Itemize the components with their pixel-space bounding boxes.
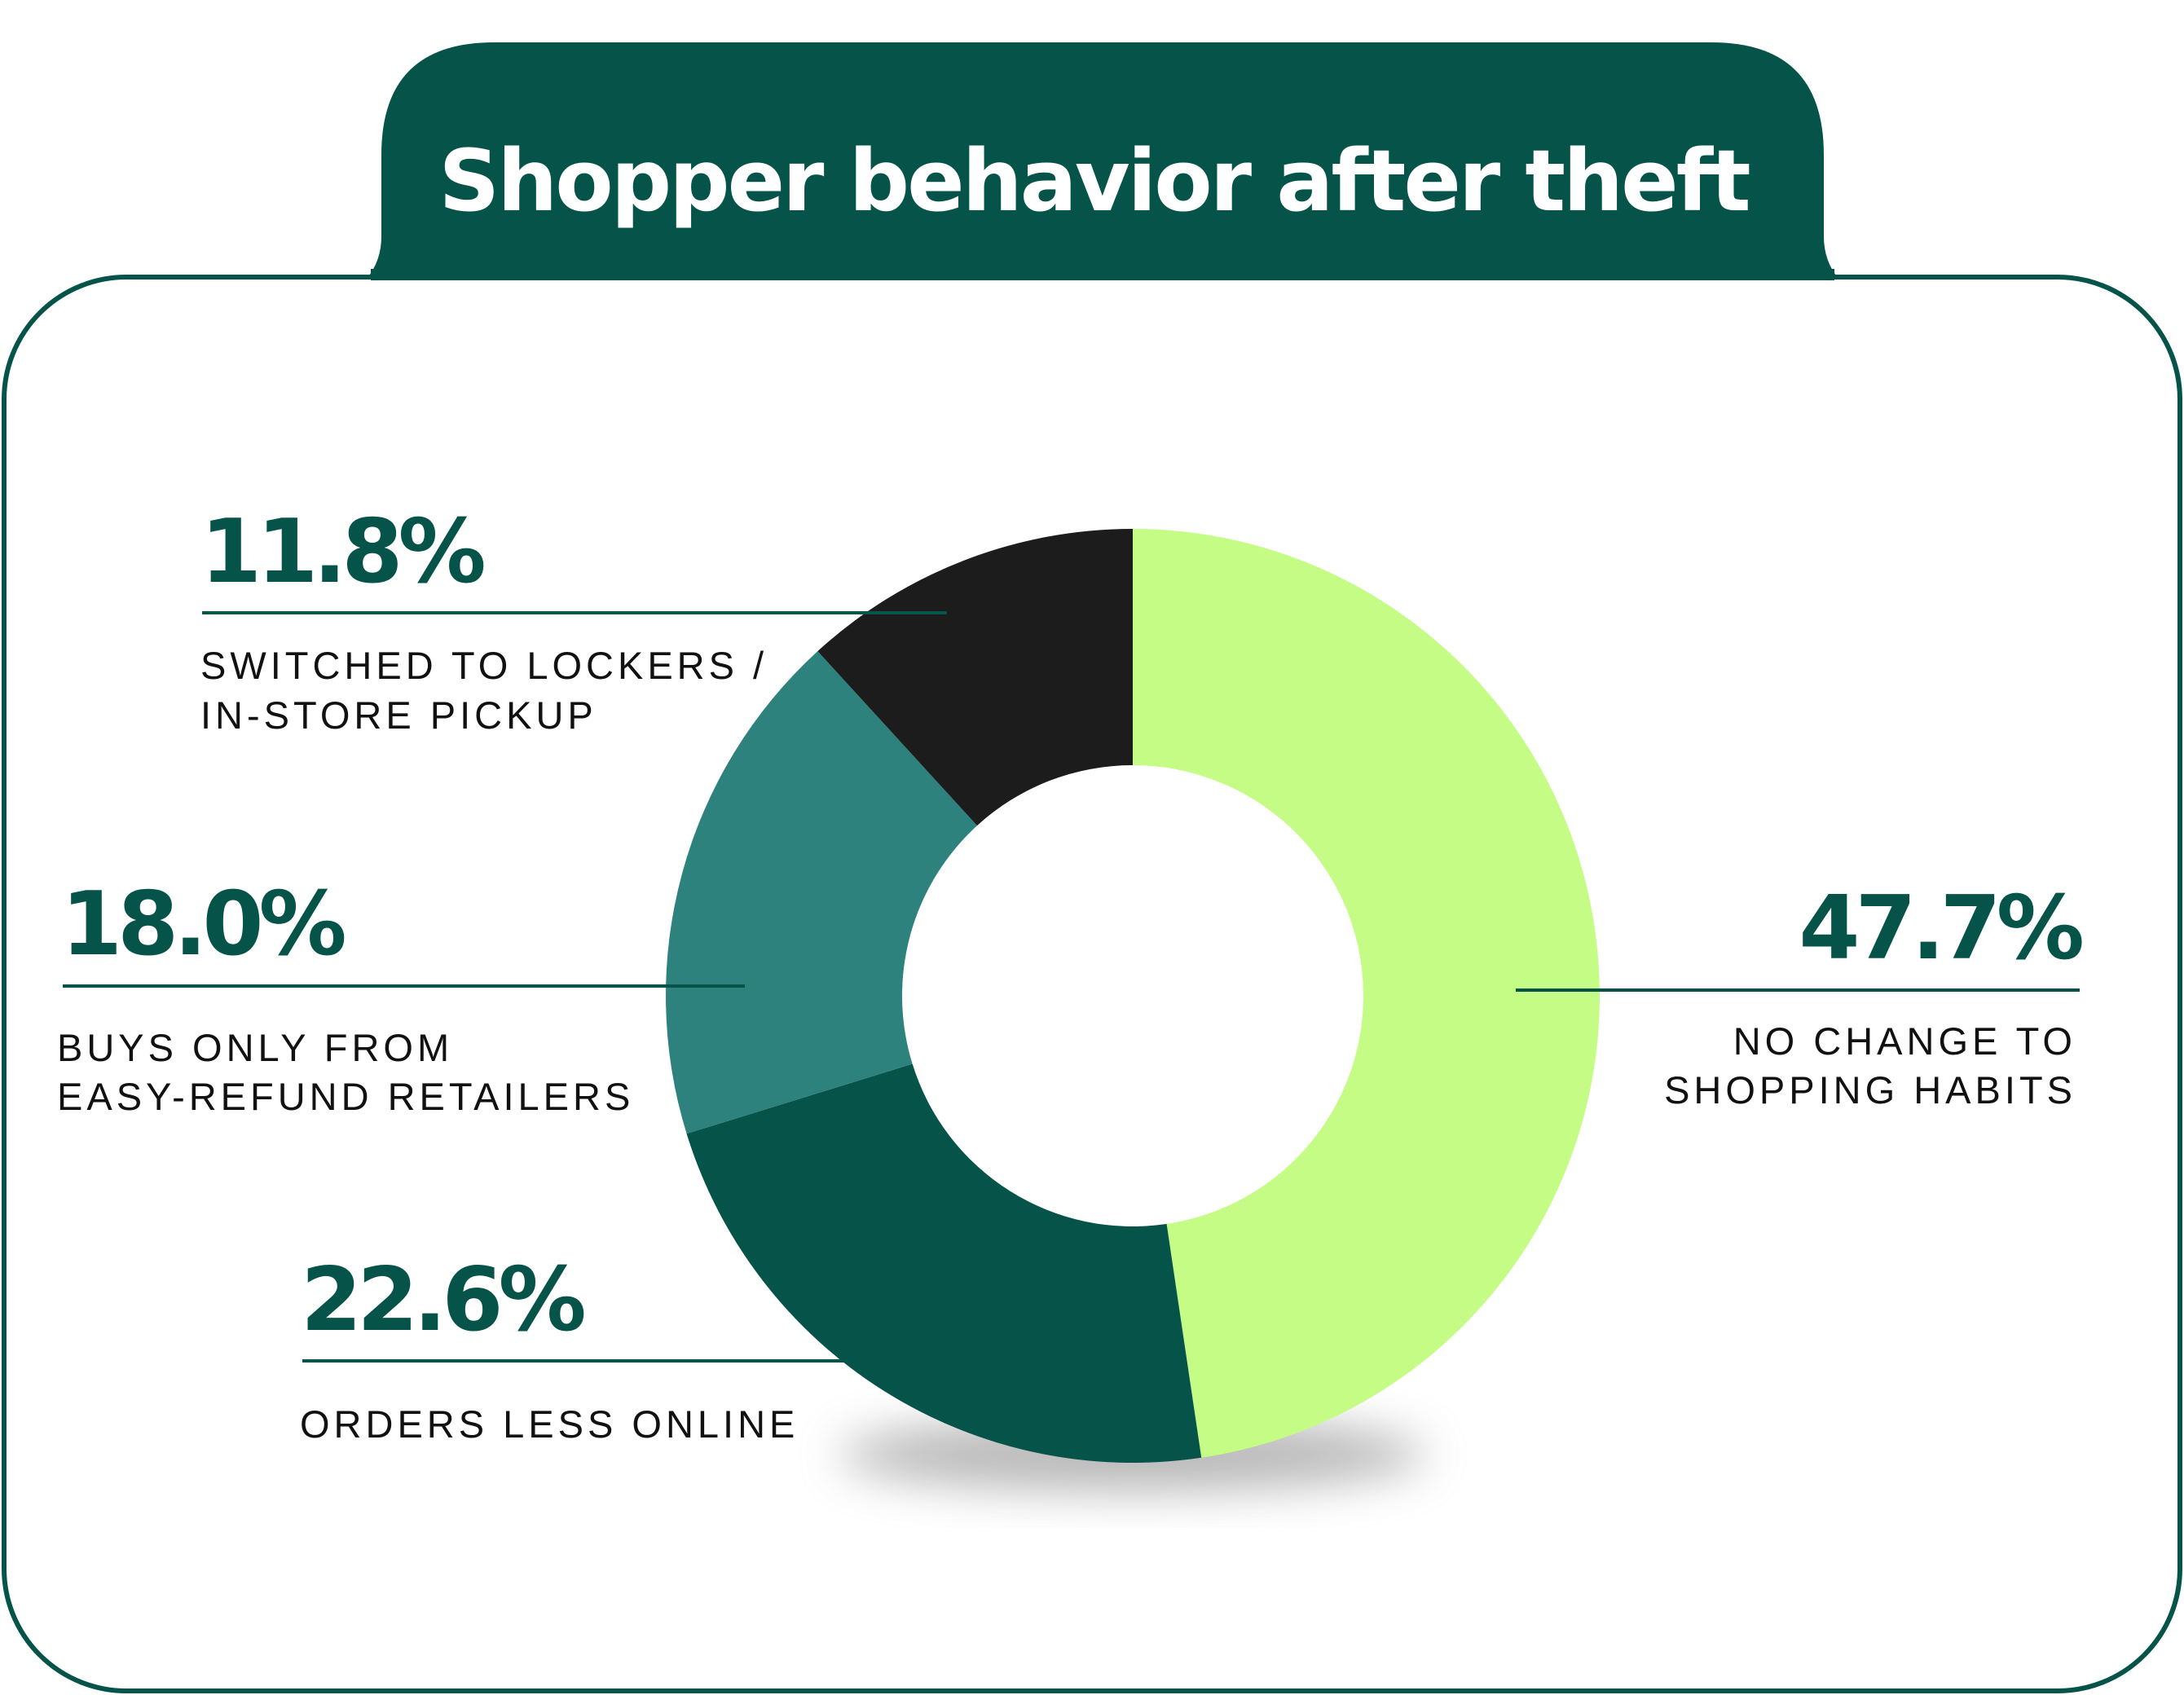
title-tab-join xyxy=(371,269,1834,280)
donut-slice-3 xyxy=(817,529,1133,826)
category-label-lockers-2: IN-STORE PICKUP xyxy=(200,693,597,737)
category-label-lockers-1: SWITCHED TO LOCKERS / xyxy=(200,644,768,687)
category-label-orders-less: ORDERS LESS ONLINE xyxy=(300,1402,799,1446)
title-tab xyxy=(367,42,1838,279)
donut-chart xyxy=(665,529,1600,1463)
value-label-lockers: 11.8% xyxy=(200,501,483,603)
value-label-easy-refund: 18.0% xyxy=(61,874,344,975)
chart-title: Shopper behavior after theft xyxy=(438,131,1750,231)
value-label-no-change: 47.7% xyxy=(1799,878,2081,980)
donut-slice-0 xyxy=(1133,529,1600,1458)
category-label-easy-refund-1: BUYS ONLY FROM xyxy=(57,1026,453,1069)
value-label-orders-less: 22.6% xyxy=(301,1249,583,1351)
category-label-no-change-1: NO CHANGE TO xyxy=(1733,1019,2076,1063)
category-label-easy-refund-2: EASY-REFUND RETAILERS xyxy=(57,1075,634,1118)
donut-slice-2 xyxy=(665,651,978,1134)
donut-slice-1 xyxy=(686,1063,1202,1463)
category-label-no-change-2: SHOPPING HABITS xyxy=(1664,1068,2076,1112)
